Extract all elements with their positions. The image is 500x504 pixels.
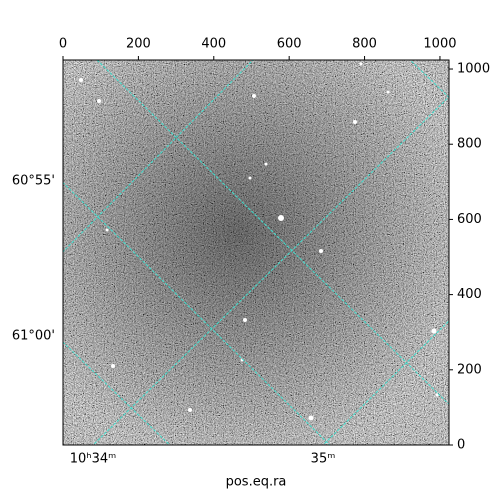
coordinate-grid bbox=[63, 60, 449, 445]
stars bbox=[79, 62, 439, 421]
x-tick-label: 600 bbox=[277, 37, 302, 52]
y-tick-label: 800 bbox=[457, 137, 482, 152]
x-tick-label: 1000 bbox=[423, 37, 456, 52]
x-tick-label: 200 bbox=[126, 37, 151, 52]
ra-tick-label: 35ᵐ bbox=[311, 452, 336, 467]
y-tick-label: 200 bbox=[457, 362, 482, 377]
frame bbox=[62, 59, 450, 446]
x-tick-label: 0 bbox=[59, 37, 67, 52]
x-axis-label: pos.eq.ra bbox=[226, 475, 287, 490]
dec-tick-label: 60°55' bbox=[12, 174, 55, 189]
x-tick-label: 400 bbox=[201, 37, 226, 52]
y-tick-label: 400 bbox=[457, 287, 482, 302]
x-tick-label: 800 bbox=[352, 37, 377, 52]
y-tick-label: 600 bbox=[457, 212, 482, 227]
y-tick-label: 0 bbox=[457, 438, 465, 453]
image bbox=[63, 60, 449, 445]
y-tick-label: 1000 bbox=[457, 62, 490, 77]
dec-tick-label: 61°00' bbox=[12, 329, 55, 344]
ra-tick-label: 10ʰ34ᵐ bbox=[70, 452, 116, 467]
